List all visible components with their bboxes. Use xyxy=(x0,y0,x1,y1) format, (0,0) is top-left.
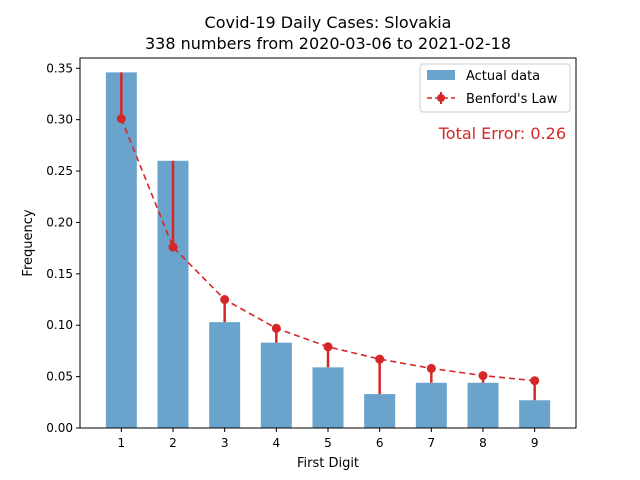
benford-line-layer xyxy=(116,114,540,386)
error-bars-layer xyxy=(120,72,536,401)
y-axis: 0.00 0.05 0.10 0.15 0.20 0.25 0.30 0.35 xyxy=(46,61,80,435)
bar-digit-6 xyxy=(364,394,396,428)
y-tick-label: 0.10 xyxy=(46,318,73,332)
x-tick-label: 7 xyxy=(428,436,436,450)
benford-point-digit-5 xyxy=(323,342,333,352)
bar-digit-1 xyxy=(105,72,137,428)
bar-digit-3 xyxy=(209,322,241,428)
benford-point-digit-2 xyxy=(168,242,178,252)
legend: Actual data Benford's Law xyxy=(419,63,571,113)
x-axis: 1 2 3 4 5 6 7 8 9 xyxy=(118,428,539,450)
y-tick-label: 0.00 xyxy=(46,421,73,435)
bar-digit-8 xyxy=(467,382,499,428)
y-tick-label: 0.20 xyxy=(46,215,73,229)
total-error-annotation: Total Error: 0.26 xyxy=(438,124,566,143)
legend-box xyxy=(419,63,571,113)
x-tick-label: 4 xyxy=(273,436,281,450)
benford-point-digit-6 xyxy=(375,354,385,364)
x-tick-label: 8 xyxy=(479,436,487,450)
chart-subtitle: 338 numbers from 2020-03-06 to 2021-02-1… xyxy=(145,34,511,53)
x-tick-label: 2 xyxy=(169,436,177,450)
x-tick-label: 6 xyxy=(376,436,384,450)
bar-digit-7 xyxy=(415,382,447,428)
y-tick-label: 0.05 xyxy=(46,370,73,384)
x-tick-label: 1 xyxy=(118,436,126,450)
bar-digit-9 xyxy=(519,400,551,428)
y-axis-label: Frequency xyxy=(21,209,36,276)
bar-digit-5 xyxy=(312,367,344,428)
benford-point-digit-9 xyxy=(530,376,540,386)
y-tick-label: 0.35 xyxy=(46,61,73,75)
benford-point-digit-8 xyxy=(478,371,488,381)
chart-title: Covid-19 Daily Cases: Slovakia xyxy=(205,13,452,32)
benford-point-digit-7 xyxy=(426,363,436,373)
y-tick-label: 0.15 xyxy=(46,267,73,281)
benford-point-digit-1 xyxy=(116,114,126,124)
legend-marker-benford xyxy=(437,94,445,102)
benford-line xyxy=(120,118,535,382)
bars-layer xyxy=(105,72,551,428)
bar-digit-4 xyxy=(260,342,292,428)
benford-point-digit-4 xyxy=(271,323,281,333)
legend-label-benford: Benford's Law xyxy=(466,92,558,107)
legend-swatch-actual xyxy=(427,70,455,80)
x-tick-label: 3 xyxy=(221,436,229,450)
benford-point-digit-3 xyxy=(220,295,230,305)
x-axis-label: First Digit xyxy=(297,456,359,471)
x-tick-label: 9 xyxy=(531,436,539,450)
y-tick-label: 0.30 xyxy=(46,113,73,127)
x-tick-label: 5 xyxy=(324,436,332,450)
legend-label-actual: Actual data xyxy=(466,69,540,84)
y-tick-label: 0.25 xyxy=(46,164,73,178)
